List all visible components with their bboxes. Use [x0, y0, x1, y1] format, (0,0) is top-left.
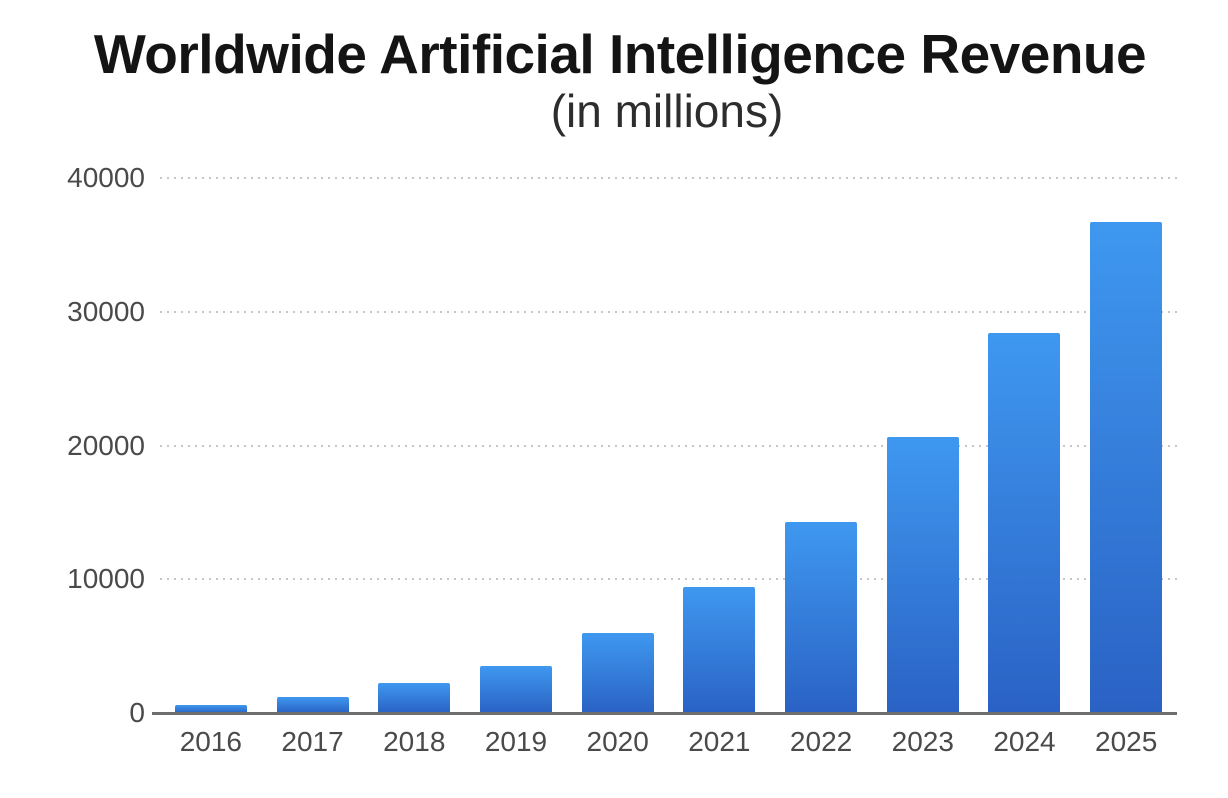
bar-slot-2023	[872, 178, 974, 713]
bar-slot-2021	[669, 178, 771, 713]
x-tick-label-2025: 2025	[1095, 726, 1158, 757]
y-tick-label-40000: 40000	[67, 162, 145, 193]
bar-slot-2025	[1075, 178, 1177, 713]
bar-2021	[683, 587, 756, 713]
x-tick-label-2019: 2019	[484, 726, 548, 757]
chart-subtitle: (in millions)	[550, 85, 784, 137]
x-tick-label-2022: 2022	[789, 726, 853, 757]
x-tick-label-2018: 2018	[383, 726, 446, 757]
bar-slot-2016	[160, 178, 262, 713]
plot-area	[152, 177, 1177, 715]
x-tick-label-2021: 2021	[688, 726, 751, 757]
y-tick-label-0: 0	[129, 697, 145, 728]
gridline-10000	[160, 578, 1177, 581]
bar-2025	[1090, 222, 1163, 713]
gridline-30000	[160, 310, 1177, 313]
bar-2022	[785, 522, 858, 713]
x-tick-label-2016: 2016	[179, 726, 242, 757]
y-axis-labels: 0 10000 20000 30000 40000	[0, 162, 145, 728]
x-tick-label-2020: 2020	[586, 726, 649, 757]
bar-slot-2017	[262, 178, 364, 713]
bar-2019	[479, 665, 552, 713]
bar-2024	[988, 333, 1061, 713]
bar-slot-2020	[567, 178, 669, 713]
x-axis-line	[152, 712, 1177, 715]
bar-slot-2024	[974, 178, 1076, 713]
bar-slot-2022	[770, 178, 872, 713]
gridline-20000	[160, 444, 1177, 447]
y-tick-label-10000: 10000	[67, 563, 145, 595]
bar-series	[160, 178, 1177, 713]
y-tick-label-30000: 30000	[67, 295, 145, 327]
x-axis-labels: 2016 2017 2018 2019 2020 2021 2022 2023 2024 2025	[160, 726, 1177, 758]
x-tick-label-2023: 2023	[891, 726, 954, 757]
x-tick-label-2017: 2017	[281, 726, 344, 757]
bar-2023	[886, 436, 959, 713]
bar-2020	[581, 632, 654, 713]
bar-slot-2018	[363, 178, 465, 713]
chart-title: Worldwide Artificial Intelligence Revenu…	[93, 23, 1147, 85]
bar-2016	[174, 704, 247, 713]
bar-2018	[378, 682, 451, 713]
bar-slot-2019	[465, 178, 567, 713]
y-tick-label-20000: 20000	[67, 429, 145, 461]
gridline-40000	[160, 177, 1177, 179]
bar-2017	[276, 696, 349, 713]
x-tick-label-2024: 2024	[993, 726, 1056, 757]
